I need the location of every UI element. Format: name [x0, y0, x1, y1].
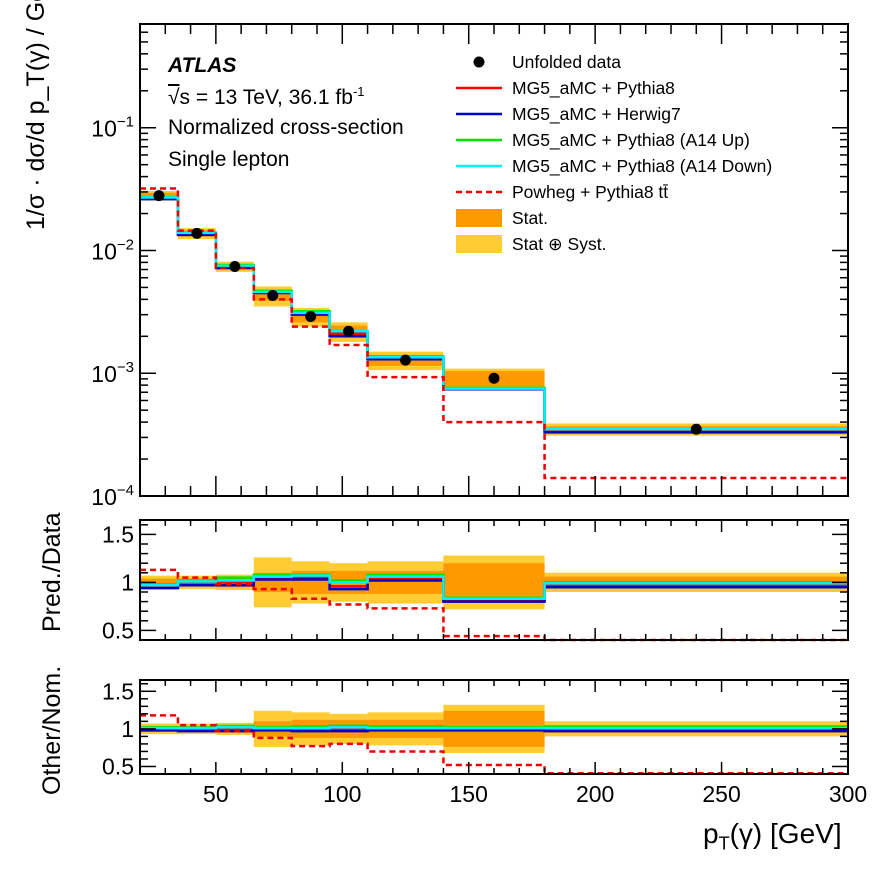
tick-exponent: −2 [117, 236, 134, 253]
ratio-pred-data-y-tick-label: 0.5 [102, 617, 134, 643]
x-axis-label: pT(γ) [GeV] [703, 818, 842, 855]
x-tick-label: 250 [702, 781, 740, 807]
main-panel-series-2 [140, 195, 848, 431]
legend-label-3: MG5_aMC + Pythia8 (A14 Up) [512, 130, 750, 151]
legend-label-6: Stat. [512, 208, 548, 228]
ratio-other-nom-panel-group [139, 679, 849, 775]
tick-base: 10 [91, 361, 117, 387]
energy-label: √s = 13 TeV, 36.1 fb-1 [168, 84, 365, 110]
main-y-tick-label: 10−1 [91, 114, 134, 142]
main-panel-data-point-6 [400, 354, 411, 366]
legend-label-4: MG5_aMC + Pythia8 (A14 Down) [512, 156, 772, 177]
tick-base: 10 [91, 238, 117, 264]
main-panel-data-point-5 [343, 325, 355, 337]
main-y-tick-label: 10−3 [91, 359, 134, 387]
tick-exponent: −4 [117, 482, 134, 499]
x-ticks: 50 100 150 200 250 300 [139, 24, 867, 807]
y-axis-label-ratio1: Pred./Data [38, 512, 66, 632]
lumi-exponent: -1 [352, 84, 365, 99]
tick-base: 10 [91, 116, 117, 142]
experiment-label: ATLAS [168, 54, 237, 77]
legend-label-1: MG5_aMC + Pythia8 [512, 78, 675, 99]
annotation-normalized: Normalized cross-section [168, 116, 404, 139]
ratio-pred-data-panel-stat-band-0 [140, 578, 178, 587]
main-panel-data-point-8 [690, 423, 702, 435]
y-axis-label-main: 1/σ · dσ/d p_T(γ) / GeV [22, 0, 51, 230]
legend: Unfolded data MG5_aMC + Pythia8 MG5_aMC + … [456, 52, 772, 254]
ratio-other-nom-y-tick-label: 1 [121, 716, 134, 742]
ratio-other-nom-y-ticks: 1.5 1 0.5 [102, 678, 848, 779]
x-tick-label: 300 [829, 781, 867, 807]
main-panel-data-point-1 [191, 227, 203, 239]
legend-label-5: Powheg + Pythia8 tt̄ [512, 182, 669, 202]
main-y-tick-label: 10−4 [91, 482, 134, 510]
y-axis-label-ratio2: Other/Nom. [38, 665, 66, 795]
ratio-other-nom-y-tick-label: 1.5 [102, 678, 134, 704]
main-panel-series-0 [140, 196, 848, 433]
x-tick-label: 150 [450, 781, 488, 807]
ratio-pred-data-panel-group [139, 519, 849, 642]
tick-exponent: −3 [117, 359, 134, 376]
main-panel-series-3 [140, 196, 848, 431]
ratio-pred-data-panel-series-1 [140, 578, 848, 603]
main-panel-data-point-2 [229, 261, 241, 273]
ratio-pred-data-y-ticks: 1.5 1 0.5 [102, 521, 848, 643]
main-panel-series-4 [140, 187, 848, 480]
annotation-channel: Single lepton [168, 148, 290, 171]
legend-box-7 [456, 235, 502, 253]
legend-marker-data [473, 56, 485, 68]
main-panel-data-point-7 [488, 372, 500, 384]
ratio-other-nom-panel-series-3 [140, 726, 848, 730]
tick-exponent: −1 [117, 114, 134, 131]
sqrt-symbol: √ [168, 86, 180, 109]
legend-label-2: MG5_aMC + Herwig7 [512, 104, 681, 125]
energy-text: s = 13 TeV, 36.1 fb [179, 86, 353, 109]
ratio-pred-data-y-tick-label: 1.5 [102, 521, 134, 547]
main-panel-series-1 [140, 197, 848, 434]
x-tick-label: 200 [576, 781, 614, 807]
x-axis-label-rest: (γ) [GeV] [729, 818, 842, 849]
y-axis-label-main-text: 1/σ · dσ/d p_T(γ) / GeV [22, 0, 50, 230]
ratio-other-nom-panel-series-1 [140, 729, 848, 733]
main-panel-group [139, 23, 849, 497]
x-axis-label-sub: T [718, 833, 730, 854]
ratio-pred-data-y-tick-label: 1 [121, 569, 134, 595]
ratio-pred-data-panel-series-3 [140, 574, 848, 600]
x-tick-label: 100 [323, 781, 361, 807]
main-y-tick-label: 10−2 [91, 236, 134, 264]
main-panel-data-point-4 [305, 310, 317, 322]
main-panel-data-point-0 [153, 190, 165, 202]
ratio-other-nom-y-tick-label: 0.5 [102, 753, 134, 779]
tick-base: 10 [91, 484, 117, 510]
main-panel-data-point-3 [267, 289, 279, 301]
legend-label-0: Unfolded data [512, 52, 621, 72]
legend-box-6 [456, 209, 502, 227]
main-y-ticks [140, 31, 848, 497]
ratio-pred-data-panel-stat-band-7 [443, 563, 545, 602]
legend-label-7: Stat ⊕ Syst. [512, 234, 606, 254]
ratio-other-nom-panel-series-4 [140, 714, 848, 775]
x-axis-label-p: p [703, 818, 719, 849]
x-tick-label: 50 [203, 781, 229, 807]
